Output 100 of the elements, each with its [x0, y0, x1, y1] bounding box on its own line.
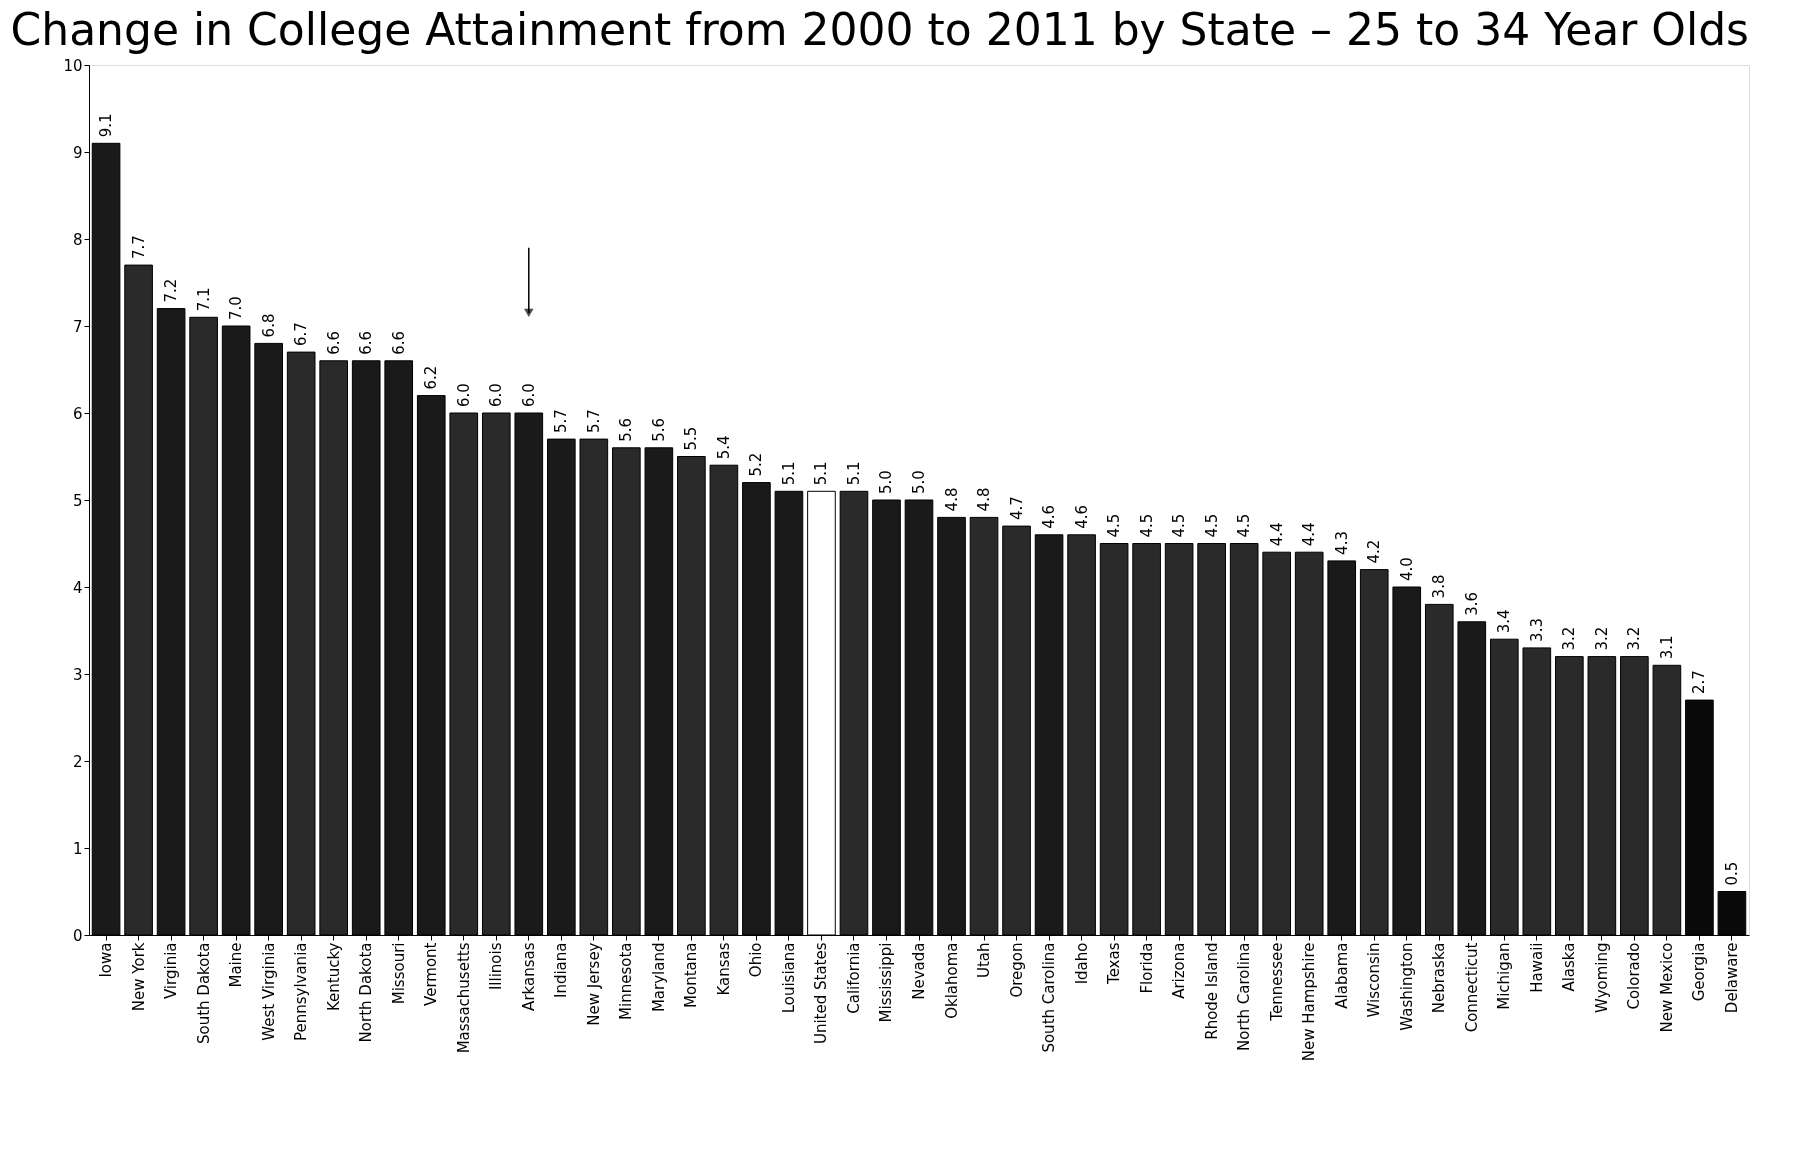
x-tick-label: Utah	[975, 942, 994, 979]
y-tick-label: 1	[72, 839, 83, 858]
x-tick-label: Oregon	[1007, 942, 1026, 998]
data-label: 4.8	[942, 487, 961, 512]
data-label: 5.4	[714, 435, 733, 460]
x-tick-label: Pennsylvania	[292, 942, 311, 1042]
data-label: 5.7	[584, 409, 603, 434]
data-label: 3.2	[1592, 626, 1611, 651]
x-tick-label: Nebraska	[1430, 942, 1449, 1014]
x-tick-label: Alaska	[1560, 942, 1579, 992]
data-label: 6.8	[259, 313, 278, 338]
data-label: 6.0	[487, 383, 506, 407]
x-tick-label: Minnesota	[617, 942, 636, 1020]
x-tick-label: Rhode Island	[1202, 942, 1221, 1040]
data-label: 3.3	[1527, 618, 1546, 642]
y-tick-label: 0	[72, 926, 83, 945]
x-tick-label: Maine	[227, 942, 246, 988]
data-label: 4.5	[1137, 513, 1156, 538]
data-label: 7.2	[162, 278, 181, 303]
x-tick-label: Ohio	[747, 942, 766, 978]
data-label: 6.0	[519, 383, 538, 407]
x-tick-label: North Dakota	[357, 942, 376, 1043]
data-label: 9.1	[97, 113, 116, 138]
x-tick-label: Hawaii	[1527, 942, 1546, 993]
data-label: 6.6	[389, 330, 408, 355]
x-tick-label: New Hampshire	[1300, 942, 1319, 1062]
x-tick-label: South Carolina	[1040, 942, 1059, 1053]
data-label: 4.2	[1365, 539, 1384, 564]
data-label: 4.4	[1267, 522, 1286, 547]
data-label: 5.2	[747, 452, 766, 477]
x-tick-label: Indiana	[552, 942, 571, 999]
data-label: 5.6	[617, 417, 636, 442]
data-label: 5.0	[877, 470, 896, 494]
x-tick-label: Mississippi	[877, 942, 896, 1023]
x-tick-label: Alabama	[1332, 942, 1351, 1009]
x-tick-label: United States	[812, 942, 831, 1045]
x-tick-label: New Mexico	[1657, 942, 1676, 1033]
x-tick-label: Louisiana	[779, 942, 798, 1014]
x-tick-label: Colorado	[1625, 942, 1644, 1010]
x-tick-label: Kentucky	[324, 942, 343, 1011]
data-label: 5.1	[844, 461, 863, 486]
x-tick-label: West Virginia	[259, 942, 278, 1041]
x-tick-label: Maryland	[649, 942, 668, 1013]
data-label: 6.2	[422, 365, 441, 390]
x-tick-label: Connecticut	[1462, 942, 1481, 1033]
data-label: 4.3	[1332, 531, 1351, 555]
data-label: 3.6	[1462, 591, 1481, 616]
data-label: 3.2	[1625, 626, 1644, 651]
data-label: 4.5	[1235, 513, 1254, 538]
x-tick-label: New Jersey	[584, 942, 603, 1026]
data-label: 7.7	[129, 235, 148, 260]
x-tick-label: Florida	[1137, 942, 1156, 994]
data-label: 5.7	[552, 409, 571, 434]
chart-title: Change in College Attainment from 2000 to 2011 by State – 25 to 34 Year Olds	[10, 4, 1749, 55]
data-label: 6.0	[454, 383, 473, 407]
x-tick-label: Arizona	[1170, 942, 1189, 999]
y-tick-label: 4	[72, 578, 83, 597]
x-tick-label: South Dakota	[194, 942, 213, 1045]
data-label: 5.0	[910, 470, 928, 494]
x-tick-label: Illinois	[487, 942, 506, 991]
data-label: 7.0	[227, 296, 246, 320]
data-label: 4.6	[1072, 504, 1091, 529]
x-tick-label: North Carolina	[1235, 942, 1254, 1051]
y-tick-label: 7	[72, 317, 83, 336]
data-label: 4.4	[1300, 522, 1319, 547]
data-label: 5.1	[779, 461, 798, 486]
x-tick-label: Nevada	[910, 942, 928, 1000]
data-label: 0.5	[1722, 861, 1741, 886]
data-label: 3.2	[1560, 626, 1579, 651]
x-tick-label: Texas	[1105, 942, 1124, 985]
data-label: 3.4	[1495, 609, 1514, 634]
y-tick-label: 5	[72, 491, 83, 510]
y-tick-label: 6	[72, 404, 83, 423]
data-label: 7.1	[194, 287, 213, 312]
y-tick-label: 9	[72, 143, 83, 162]
x-tick-label: Wisconsin	[1365, 942, 1384, 1018]
x-tick-label: Tennessee	[1267, 942, 1286, 1022]
x-tick-label: Georgia	[1690, 942, 1709, 1002]
data-label: 4.5	[1170, 513, 1189, 538]
data-label: 3.8	[1430, 574, 1449, 599]
y-tick-label: 2	[72, 752, 83, 771]
x-tick-label: Delaware	[1722, 942, 1741, 1014]
y-tick-label: 8	[72, 230, 83, 249]
data-label: 5.6	[649, 417, 668, 442]
x-tick-label: Wyoming	[1592, 942, 1611, 1013]
x-tick-label: Montana	[682, 942, 701, 1008]
x-tick-label: Kansas	[714, 942, 733, 996]
data-label: 5.1	[812, 461, 831, 486]
x-tick-label: Idaho	[1072, 942, 1091, 985]
data-label: 4.7	[1007, 496, 1026, 521]
data-label: 6.6	[324, 330, 343, 355]
x-tick-label: California	[844, 942, 863, 1014]
data-label: 4.5	[1202, 513, 1221, 538]
data-label: 2.7	[1690, 670, 1709, 695]
x-tick-label: Missouri	[389, 942, 408, 1005]
x-tick-label: Michigan	[1495, 942, 1514, 1010]
y-tick-label: 3	[72, 665, 83, 684]
data-label: 4.0	[1397, 557, 1416, 581]
x-tick-label: Iowa	[97, 942, 116, 978]
y-tick-label: 10	[63, 56, 83, 75]
